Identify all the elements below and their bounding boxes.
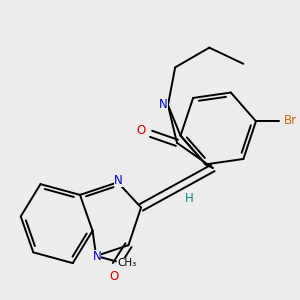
Text: N: N: [114, 174, 123, 187]
Text: N: N: [92, 250, 101, 263]
Text: CH₃: CH₃: [117, 258, 136, 268]
Text: N: N: [159, 98, 168, 111]
Text: H: H: [185, 192, 194, 205]
Text: O: O: [136, 124, 146, 137]
Text: O: O: [110, 270, 119, 283]
Text: Br: Br: [284, 114, 297, 127]
